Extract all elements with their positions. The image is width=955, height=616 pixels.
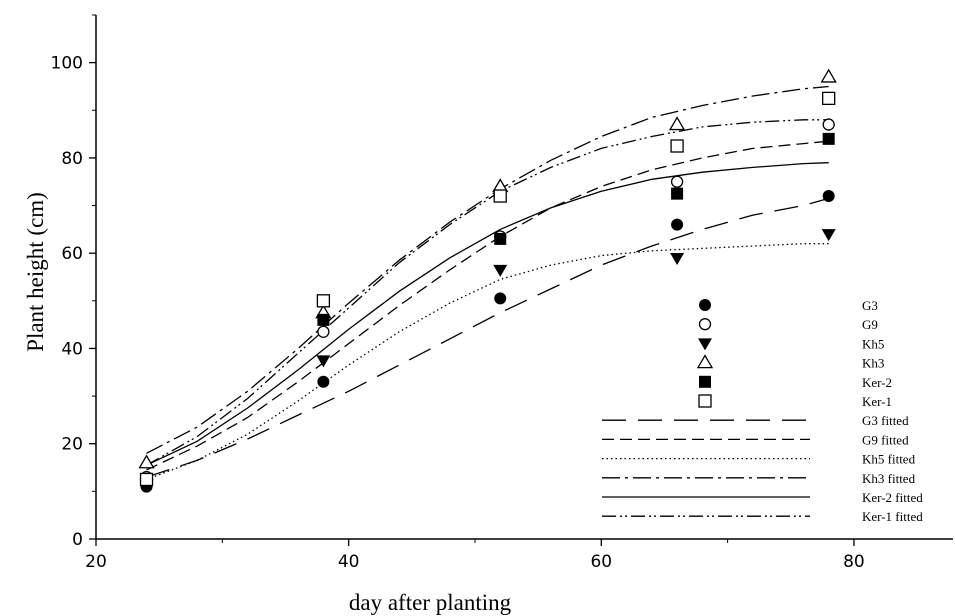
legend-marker [696,354,714,369]
y-tick-label: 80 [61,149,83,169]
fitted-line [146,243,829,481]
data-point [317,313,330,326]
x-tick-label: 20 [85,552,107,572]
data-point [493,264,508,277]
data-point [316,355,331,368]
fitted-line [146,119,829,466]
y-tick-label: 40 [61,339,83,359]
fitted-line [146,197,829,478]
data-point [317,325,330,338]
y-tick-label: 0 [72,530,83,550]
x-tick-label: 80 [843,552,865,572]
legend-label: Kh3 fitted [862,471,916,486]
y-axis-ticks: 0 20 40 60 80 100 [51,14,96,550]
data-point [316,294,331,308]
legend-label: G3 [862,298,878,313]
fitted-line [146,85,829,454]
data-point [822,118,835,131]
data-point [668,116,686,131]
axes [95,15,953,540]
data-point [494,232,507,245]
legend-marker [699,375,711,388]
data-point [670,139,684,153]
legend-label: Kh5 [862,336,884,351]
data-point [671,218,684,231]
x-axis-title: day after planting [349,590,512,615]
y-axis-title: Plant height (cm) [23,192,48,352]
x-axis-ticks: 20 40 60 80 [85,539,865,572]
legend-label: Ker-1 [862,394,892,409]
legend-label: Ker-2 [862,375,892,390]
data-point [317,375,330,388]
y-tick-label: 20 [61,435,83,455]
data-point [820,68,837,83]
legend-label: G3 fitted [862,413,909,428]
data-point [493,189,507,203]
data-point [138,454,155,469]
data-point [822,91,836,106]
data-point [139,472,154,487]
legend-label: G9 [862,317,878,332]
legend-marker [698,338,712,351]
legend-marker [699,299,711,311]
legend-marker [698,394,712,408]
y-tick-label: 60 [61,244,83,264]
data-point [670,175,684,188]
legend: G3 G9 Kh5 Kh3 Ker-2 Ker-1 G3 fitted G9 fitted Kh… [602,298,923,524]
legend-label: Ker-1 fitted [862,509,923,524]
legend-label: Ker-2 fitted [862,490,923,505]
data-point [821,229,836,242]
x-tick-label: 40 [338,552,360,572]
y-tick-label: 100 [51,54,83,74]
data-point [822,190,835,203]
legend-marker [698,318,712,331]
x-tick-label: 60 [590,552,612,572]
legend-label: Kh3 [862,356,884,371]
observed-points [138,68,837,493]
legend-label: Kh5 fitted [862,452,916,467]
data-point [670,252,685,265]
data-point [822,132,835,145]
data-point [671,187,684,200]
legend-label: G9 fitted [862,432,909,447]
fitted-line [146,162,829,466]
data-point [494,292,507,305]
